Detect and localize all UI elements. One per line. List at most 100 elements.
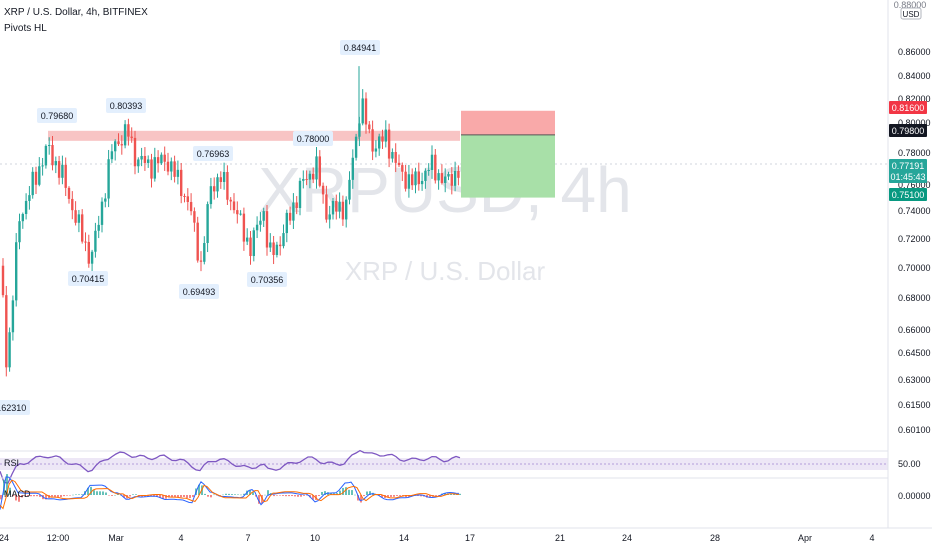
stop-loss-zone — [461, 110, 555, 135]
price-axis[interactable]: 0.88000USD0.860000.840000.820000.800000.… — [887, 0, 931, 528]
candle-body — [48, 145, 51, 147]
entry-price-badge-bg — [889, 124, 927, 137]
pivot-label-box — [0, 400, 30, 415]
stop-price-badge: 0.81600 — [889, 101, 927, 114]
candle-body — [437, 173, 440, 181]
time-tick: 4 — [178, 533, 183, 543]
time-axis[interactable]: 24 12:00 Mar 4 7 10 14 17 21 24 28 Apr 4 — [0, 527, 932, 543]
macd-histogram-bar — [24, 495, 26, 497]
candle-body — [94, 230, 97, 252]
candle-body — [229, 199, 232, 202]
macd-histogram-bar — [69, 495, 71, 496]
candle-body — [371, 129, 374, 152]
macd-histogram-bar — [15, 495, 17, 501]
time-tick: 21 — [555, 533, 565, 543]
macd-histogram-bar — [453, 494, 455, 495]
candle-body — [338, 201, 341, 212]
last-price-badge-text: 01:45:43 — [890, 172, 925, 182]
candle-body — [285, 212, 288, 234]
macd-level: 0.00000 — [898, 491, 931, 501]
macd-line — [0, 476, 460, 510]
rsi-label: RSI — [4, 458, 19, 468]
candle-body — [417, 171, 420, 185]
price-tick: 0.84000 — [898, 71, 931, 81]
time-tick: 24 — [0, 533, 9, 543]
candle-body — [147, 159, 150, 163]
pivot-label-low: 0.62310 — [0, 400, 30, 415]
macd-histogram-bar — [135, 494, 137, 495]
price-tick: 0.60100 — [898, 425, 931, 435]
candle-body — [414, 171, 417, 186]
pivot-label-high: 0.78000 — [293, 131, 333, 146]
candle-body — [61, 164, 64, 178]
time-tick: Mar — [108, 533, 124, 543]
candle-body — [74, 210, 77, 223]
candle-body — [308, 173, 312, 180]
candle-body — [24, 200, 28, 215]
candle-body — [222, 172, 226, 182]
candle-body — [114, 141, 117, 152]
candle-body — [117, 141, 120, 145]
candle-body — [262, 211, 265, 221]
macd-histogram-bar — [345, 487, 347, 495]
macd-histogram-bar — [444, 493, 446, 495]
macd-histogram-bar — [435, 495, 437, 496]
macd-histogram-bar — [459, 493, 461, 495]
macd-histogram-bar — [285, 495, 287, 497]
pivot-label-low: 0.69493 — [179, 284, 219, 299]
macd-histogram-bar — [261, 495, 263, 504]
price-tick: 0.86000 — [898, 47, 931, 57]
macd-histogram-bar — [348, 489, 350, 495]
pivot-label-box — [179, 284, 219, 299]
macd-histogram-bar — [36, 495, 38, 497]
candle-body — [341, 201, 345, 220]
candle-body — [381, 136, 384, 142]
symbol-title[interactable]: XRP / U.S. Dollar, 4h, BITFINEX — [4, 7, 148, 18]
macd-histogram-bar — [222, 494, 224, 496]
macd-histogram-bar — [9, 487, 11, 495]
macd-histogram-bar — [171, 495, 173, 498]
macd-signal-line — [0, 479, 460, 510]
candle-body — [404, 171, 407, 189]
candle-body — [31, 171, 34, 196]
candle-body — [444, 176, 447, 183]
price-tick: 0.61500 — [898, 400, 931, 410]
candle-body — [321, 185, 325, 195]
last-price-badge-bg — [889, 159, 927, 183]
macd-histogram-bar — [108, 495, 110, 496]
macd-histogram-bar — [249, 490, 251, 495]
target-price-badge-text: 0.75100 — [892, 190, 925, 200]
time-tick: Apr — [798, 533, 812, 543]
macd-histogram-bar — [99, 491, 101, 495]
candle-body — [213, 186, 216, 192]
take-profit-zone — [461, 134, 555, 198]
macd-histogram-bar — [66, 495, 68, 496]
candle-body — [143, 155, 147, 163]
macd-histogram-bar — [258, 495, 260, 504]
macd-histogram-bar — [93, 490, 95, 495]
macd-histogram-bar — [129, 495, 131, 497]
price-tick: 0.72000 — [898, 234, 931, 244]
pivot-label-text: 0.69493 — [183, 287, 216, 297]
candle-body — [173, 161, 176, 177]
candle-body — [193, 211, 196, 223]
rsi-line — [0, 449, 461, 484]
entry-price-badge-text: 0.79800 — [892, 126, 925, 136]
macd-histogram-bar — [228, 493, 230, 495]
candle-body — [302, 178, 305, 181]
pivot-label-box — [340, 40, 380, 55]
macd-histogram-bar — [57, 495, 59, 498]
candle-body — [18, 221, 21, 243]
candle-body — [41, 165, 44, 167]
candle-body — [279, 244, 282, 247]
candle-body — [427, 169, 430, 171]
indicator-name[interactable]: Pivots HL — [4, 23, 47, 34]
macd-histogram-bar — [450, 493, 452, 495]
macd-histogram-bar — [114, 494, 116, 496]
price-tick: 0.68000 — [898, 293, 931, 303]
candle-body — [176, 169, 180, 177]
candle-body — [104, 198, 107, 202]
